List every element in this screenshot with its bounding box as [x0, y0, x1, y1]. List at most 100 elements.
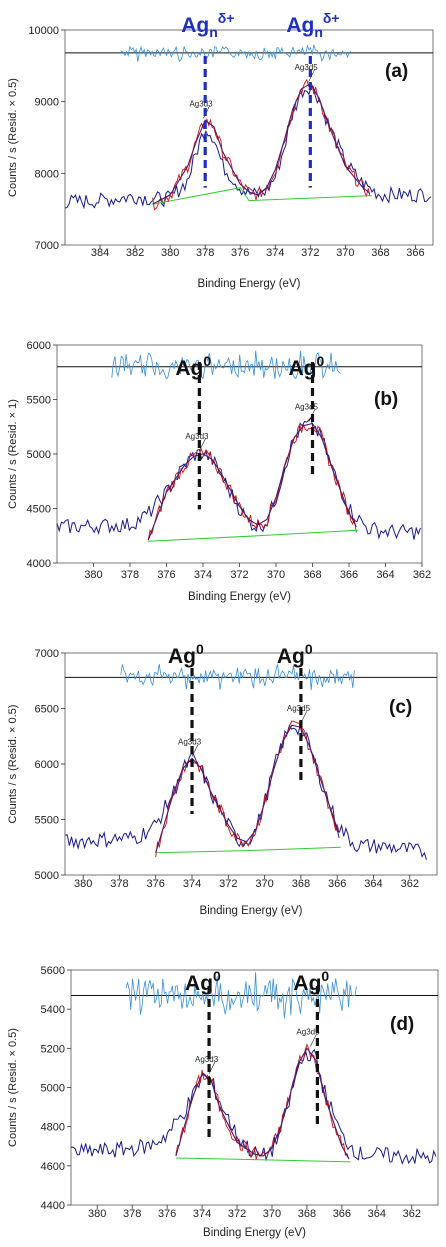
x-tick-label: 376 [147, 878, 165, 890]
y-tick-label: 4600 [41, 1161, 65, 1173]
x-tick-label: 368 [371, 247, 389, 259]
x-tick-label: 364 [364, 878, 382, 890]
peak-leader [199, 438, 206, 452]
peak-label: Ag3d5 [287, 704, 311, 713]
y-tick-label: 6000 [27, 340, 51, 352]
y-tick-label: 5500 [35, 815, 59, 827]
y-tick-label: 5400 [41, 1004, 65, 1016]
x-tick-label: 372 [219, 878, 237, 890]
x-tick-label: 380 [88, 1208, 106, 1220]
x-tick-label: 374 [266, 247, 284, 259]
x-tick-label: 380 [84, 569, 102, 581]
raw-data-series [64, 85, 432, 210]
y-tick-label: 5600 [41, 965, 65, 977]
plot-frame [64, 29, 434, 246]
y-tick-label: 5000 [41, 1083, 65, 1095]
y-tick-label: 5000 [35, 870, 59, 882]
y-tick-label: 8000 [35, 168, 59, 180]
y-tick-label: 5200 [41, 1043, 65, 1055]
x-axis-label: Binding Energy (eV) [200, 905, 303, 917]
marker-label: Ag0 [293, 968, 329, 995]
background-series [148, 529, 359, 542]
x-tick-label: 384 [91, 247, 109, 259]
marker-label: Ag0 [168, 641, 204, 668]
x-tick-label: 372 [301, 247, 319, 259]
y-tick-label: 4500 [27, 504, 51, 516]
raw-data-series [64, 724, 427, 860]
x-axis-label: Binding Energy (eV) [198, 278, 301, 290]
residual-series [111, 350, 341, 380]
x-tick-label: 378 [110, 878, 128, 890]
panel-label: (b) [374, 389, 398, 410]
x-tick-label: 362 [403, 1208, 421, 1220]
x-tick-label: 380 [74, 878, 92, 890]
marker-label: Agnδ+ [286, 10, 339, 40]
x-tick-label: 368 [298, 1208, 316, 1220]
peak-label: Ag3d3 [195, 1055, 219, 1064]
x-tick-label: 366 [328, 878, 346, 890]
fit-series [175, 1047, 350, 1160]
peak-label: Ag3d5 [295, 402, 319, 411]
peak-label: Ag3d3 [189, 99, 213, 108]
background-series [175, 1157, 351, 1163]
background-series [155, 846, 341, 854]
chart-panel: 380 378 376 374 372 370 368 366 364 362 5000 5500 60… [7, 641, 438, 917]
raw-data-series [56, 416, 421, 540]
x-tick-label: 378 [123, 1208, 141, 1220]
fit-series [152, 83, 371, 205]
y-tick-label: 5500 [27, 395, 51, 407]
y-tick-label: 5000 [27, 449, 51, 461]
x-tick-label: 378 [196, 247, 214, 259]
marker-label: Ag0 [289, 353, 325, 380]
y-tick-label: 4000 [27, 558, 51, 570]
x-axis-label: Binding Energy (eV) [203, 1227, 306, 1239]
x-tick-label: 368 [303, 569, 321, 581]
y-tick-label: 7000 [35, 240, 59, 252]
x-tick-label: 382 [126, 247, 144, 259]
x-tick-label: 374 [193, 1208, 211, 1220]
x-tick-label: 372 [230, 569, 248, 581]
plot-frame [70, 969, 439, 1206]
x-tick-label: 376 [231, 247, 249, 259]
y-tick-label: 6500 [35, 704, 59, 716]
y-axis-label: Counts / s (Resid. × 0.5) [7, 705, 19, 824]
x-tick-label: 372 [228, 1208, 246, 1220]
x-tick-label: 362 [401, 878, 419, 890]
x-tick-label: 374 [194, 569, 212, 581]
x-tick-label: 370 [336, 247, 354, 259]
y-tick-label: 6000 [35, 759, 59, 771]
y-axis-label: Counts / s (Resid. × 0.5) [7, 1028, 19, 1147]
fit-series [155, 724, 340, 853]
y-tick-label: 4400 [41, 1200, 65, 1212]
y-axis-label: Counts / s (Resid. × 1) [7, 399, 19, 509]
x-tick-label: 366 [406, 247, 424, 259]
x-axis-label: Binding Energy (eV) [188, 591, 291, 603]
panel-label: (a) [385, 61, 408, 82]
x-tick-label: 364 [368, 1208, 386, 1220]
marker-label: Agnδ+ [181, 10, 234, 40]
y-tick-label: 7000 [35, 648, 59, 660]
x-tick-label: 368 [292, 878, 310, 890]
raw-data-series [70, 1048, 437, 1165]
x-tick-label: 378 [121, 569, 139, 581]
x-tick-label: 374 [183, 878, 201, 890]
peak-label: Ag3d3 [185, 432, 209, 441]
peak-label: Ag3d5 [296, 1027, 320, 1036]
x-tick-label: 364 [376, 569, 394, 581]
marker-label: Ag0 [277, 641, 313, 668]
residual-series [120, 664, 355, 691]
marker-label: Ag0 [175, 353, 211, 380]
background-series [152, 187, 372, 205]
envelope-series [152, 78, 371, 211]
x-tick-label: 376 [158, 1208, 176, 1220]
peak-label: Ag3d5 [295, 63, 319, 72]
peak-leader [191, 744, 199, 757]
y-tick-label: 9000 [35, 97, 59, 109]
chart-panel: 380 378 376 374 372 370 368 366 364 362 4000 4500 50… [7, 340, 431, 603]
peak-leader [310, 1034, 317, 1047]
x-tick-label: 362 [413, 569, 431, 581]
x-tick-label: 366 [340, 569, 358, 581]
chart-panel: 380 378 376 374 372 370 368 366 364 362 4400 4600 48… [7, 965, 439, 1239]
